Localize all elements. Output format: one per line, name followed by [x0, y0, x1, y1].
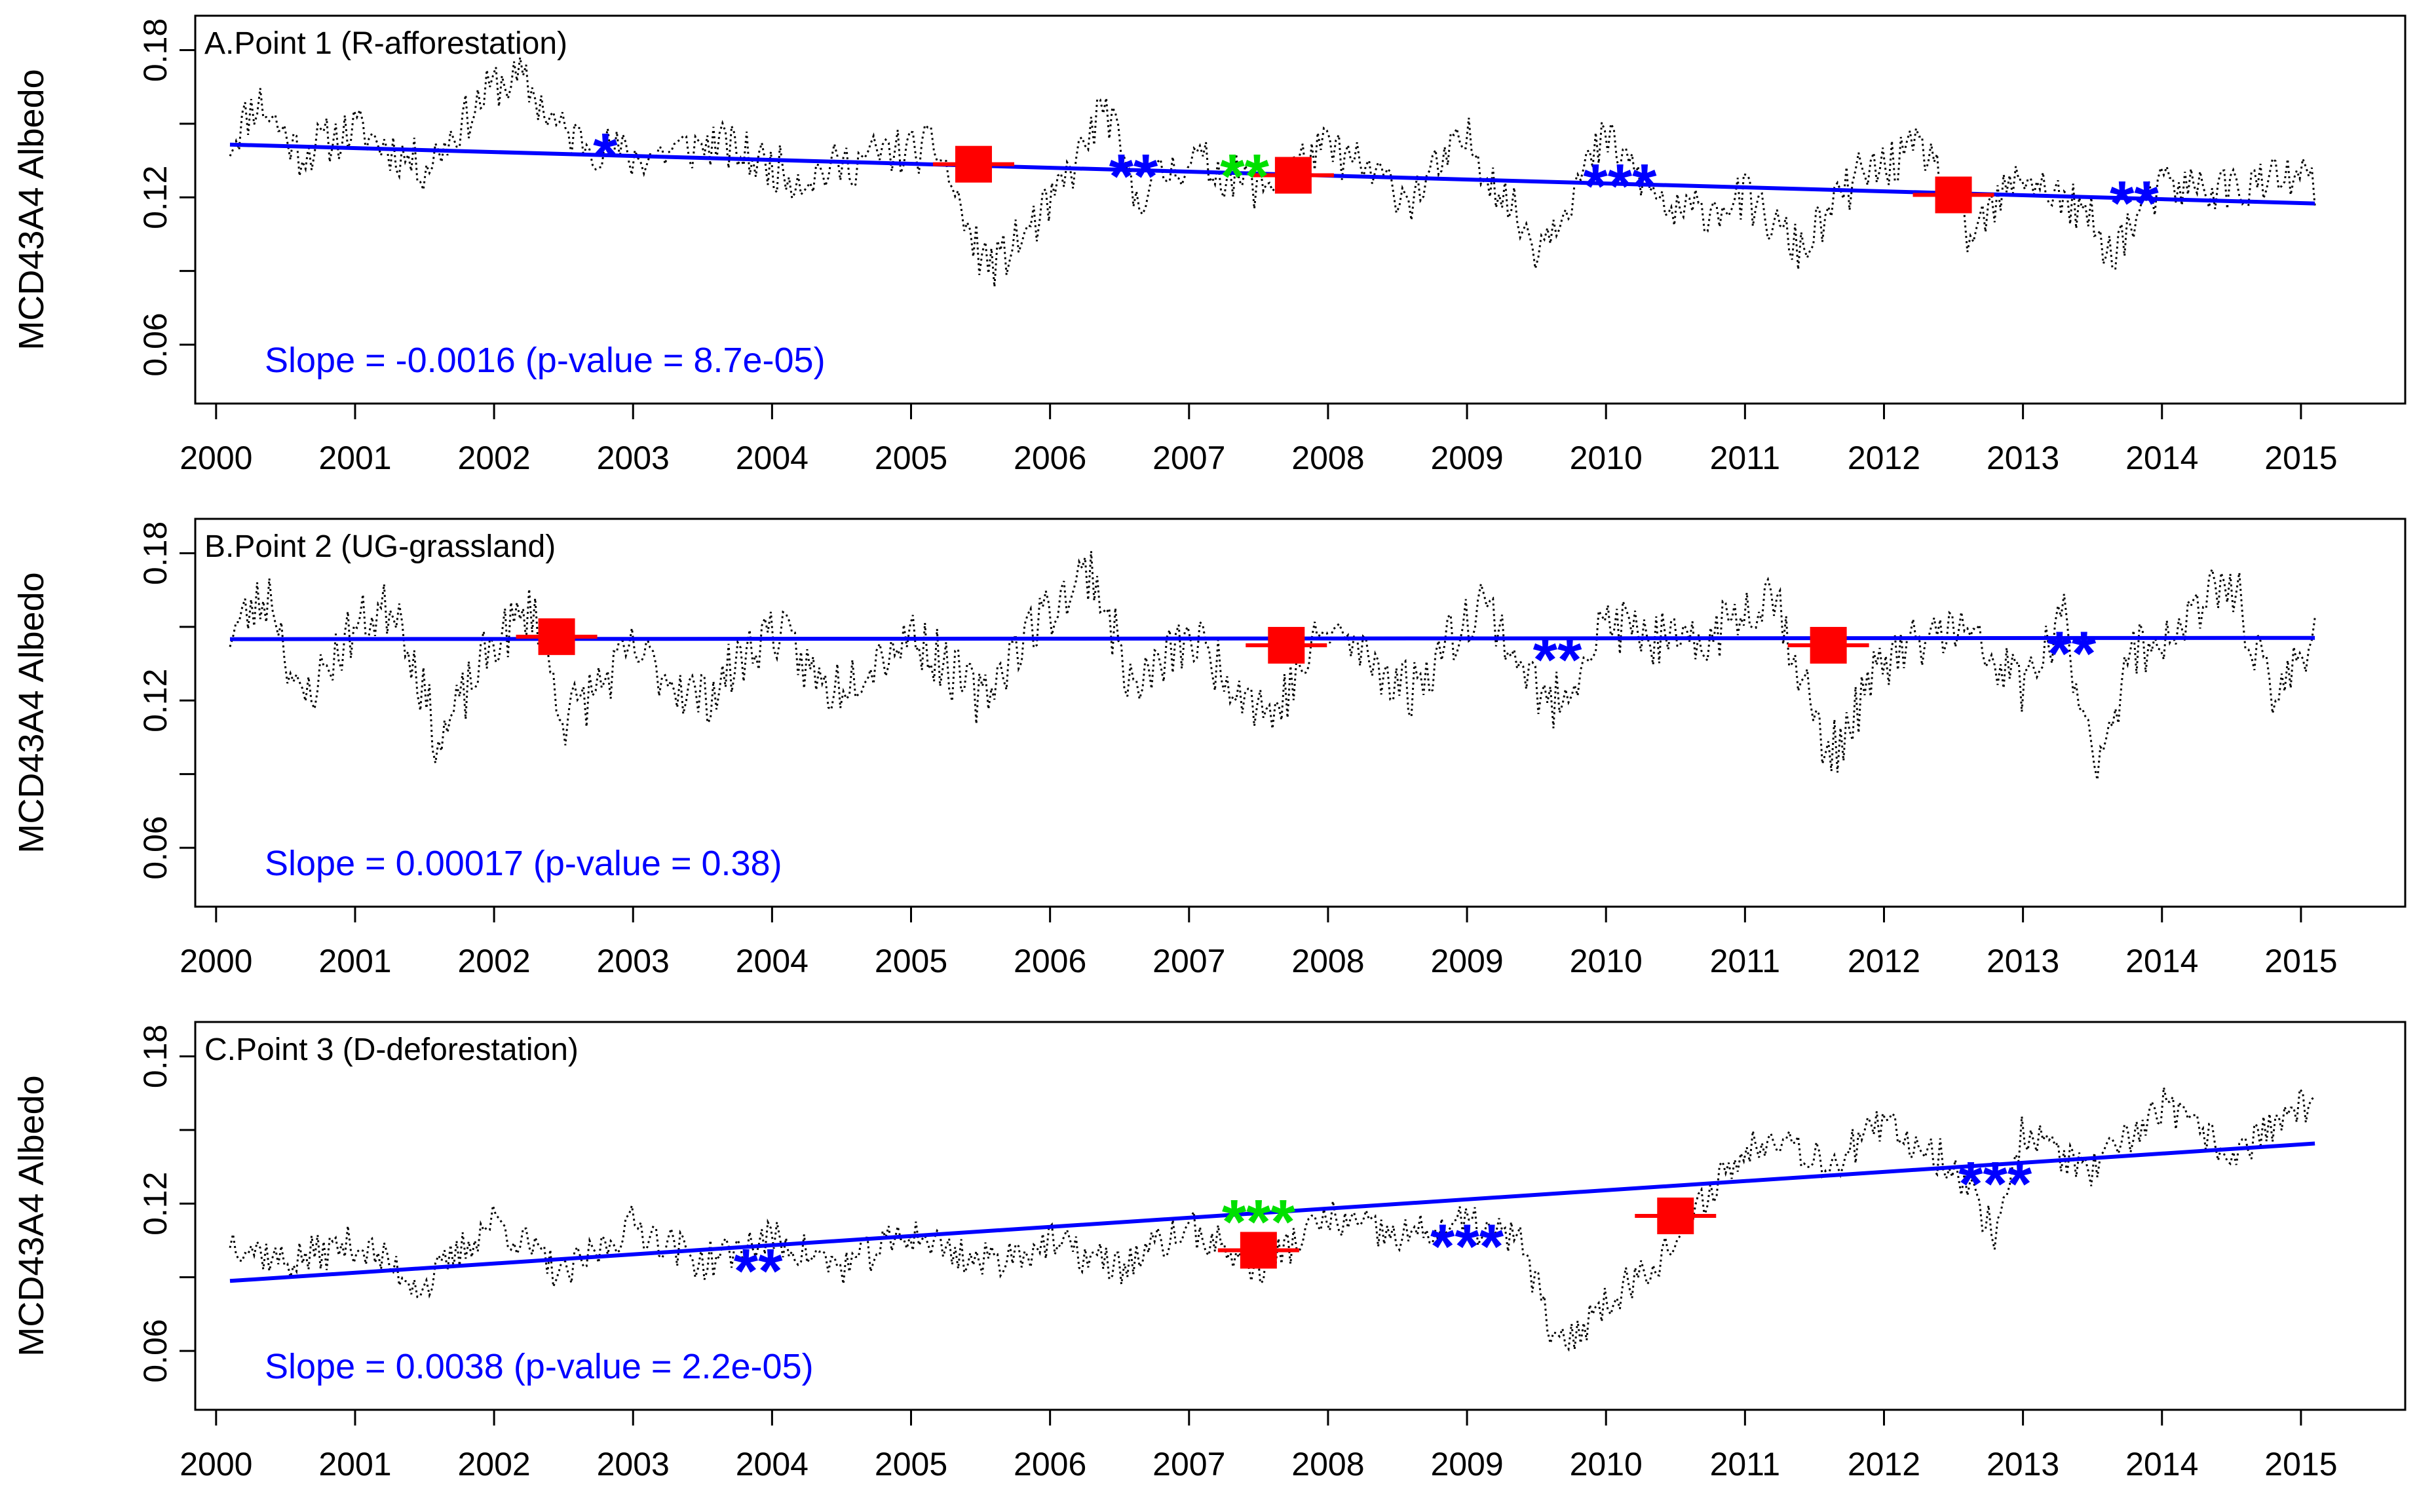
significance-stars: **: [2047, 619, 2097, 689]
x-tick-label: 2003: [597, 440, 670, 476]
x-tick-label: 2011: [1710, 943, 1781, 979]
x-tick-label: 2008: [1291, 440, 1364, 476]
x-tick-label: 2007: [1152, 440, 1225, 476]
x-tick-label: 2005: [875, 440, 947, 476]
x-tick-label: 2001: [318, 440, 391, 476]
breakpoint-marker: [1810, 626, 1847, 664]
x-tick-label: 2002: [457, 1446, 530, 1483]
x-tick-label: 2005: [875, 943, 947, 979]
y-tick-label: 0.18: [137, 521, 174, 585]
breakpoint-marker: [1240, 1232, 1277, 1269]
breakpoint-marker: [1657, 1198, 1694, 1234]
significance-stars: **: [2110, 168, 2159, 238]
panel-title: C.Point 3 (D-deforestation): [204, 1032, 579, 1067]
x-tick-label: 2005: [875, 1446, 947, 1483]
y-tick-label: 0.12: [137, 1172, 174, 1236]
x-tick-label: 2006: [1014, 1446, 1086, 1483]
x-tick-label: 2012: [1848, 943, 1920, 979]
breakpoint-marker: [1274, 157, 1312, 194]
y-axis-label: MCD43A4 Albedo: [12, 1075, 51, 1356]
x-tick-label: 2015: [2264, 943, 2337, 979]
x-tick-label: 2004: [736, 1446, 809, 1483]
y-axis-label: MCD43A4 Albedo: [12, 572, 51, 853]
albedo-series-line: [229, 551, 2316, 780]
x-tick-label: 2002: [457, 943, 530, 979]
x-tick-label: 2013: [1987, 943, 2059, 979]
plot-frame: [194, 14, 2407, 405]
y-axis-label: MCD43A4 Albedo: [12, 69, 51, 350]
x-tick-label: 2008: [1291, 1446, 1364, 1483]
plot-frame: [194, 518, 2407, 908]
panel-c: 0.06 0.12 0.18 MCD43A4 Albedo 2000 2001 2002 20…: [12, 1021, 2407, 1483]
x-tick-label: 2010: [1570, 440, 1643, 476]
significance-stars: *: [593, 121, 618, 191]
x-tick-label: 2012: [1848, 1446, 1920, 1483]
x-tick-label: 2014: [2125, 1446, 2198, 1483]
breakpoint-marker: [1935, 176, 1972, 214]
panel-b: 0.06 0.12 0.18 MCD43A4 Albedo 2000 2001 2002 20…: [12, 518, 2407, 979]
albedo-series-line: [229, 57, 2316, 288]
breakpoint-marker: [1268, 626, 1305, 664]
trend-line: [229, 1141, 2315, 1283]
x-tick-label: 2000: [180, 1446, 252, 1483]
panel-title: A.Point 1 (R-afforestation): [204, 26, 567, 61]
x-tick-label: 2009: [1430, 440, 1503, 476]
slope-label: Slope = 0.00017 (p-value = 0.38): [265, 844, 782, 883]
x-tick-label: 2010: [1570, 1446, 1643, 1483]
x-tick-label: 2001: [318, 1446, 391, 1483]
y-tick-label: 0.06: [137, 312, 174, 376]
x-tick-label: 2002: [457, 440, 530, 476]
significance-stars: **: [1533, 625, 1582, 695]
y-tick-label: 0.12: [137, 669, 174, 732]
x-tick-label: 2015: [2264, 1446, 2337, 1483]
x-tick-label: 2010: [1570, 943, 1643, 979]
y-tick-label: 0.06: [137, 1319, 174, 1382]
significance-stars: **: [1220, 142, 1269, 212]
y-tick-label: 0.12: [137, 166, 174, 229]
x-tick-label: 2004: [736, 943, 809, 979]
plot-frame: [194, 1021, 2407, 1411]
x-tick-label: 2007: [1152, 1446, 1225, 1483]
slope-label: Slope = -0.0016 (p-value = 8.7e-05): [265, 341, 826, 380]
x-tick-label: 2012: [1848, 440, 1920, 476]
x-tick-label: 2004: [736, 440, 809, 476]
x-tick-label: 2008: [1291, 943, 1364, 979]
x-tick-label: 2007: [1152, 943, 1225, 979]
breakpoint-marker: [955, 145, 992, 183]
significance-stars: ***: [1958, 1149, 2032, 1219]
x-tick-label: 2000: [180, 943, 252, 979]
significance-stars: **: [1109, 142, 1158, 212]
x-tick-label: 2009: [1430, 1446, 1503, 1483]
breakpoint-marker: [538, 618, 575, 655]
panel-title: B.Point 2 (UG-grassland): [204, 529, 556, 564]
x-tick-label: 2014: [2125, 440, 2198, 476]
x-tick-label: 2015: [2264, 440, 2337, 476]
x-tick-label: 2011: [1710, 440, 1781, 476]
x-tick-label: 2000: [180, 440, 252, 476]
x-tick-label: 2013: [1987, 1446, 2059, 1483]
significance-stars: ***: [1583, 151, 1657, 221]
x-tick-label: 2011: [1710, 1446, 1781, 1483]
significance-stars: ***: [1222, 1187, 1296, 1257]
x-tick-label: 2003: [597, 943, 670, 979]
significance-stars: **: [734, 1236, 783, 1306]
significance-stars: ***: [1430, 1211, 1504, 1281]
x-tick-label: 2009: [1430, 943, 1503, 979]
y-tick-label: 0.06: [137, 816, 174, 879]
slope-label: Slope = 0.0038 (p-value = 2.2e-05): [265, 1347, 814, 1386]
y-tick-label: 0.18: [137, 18, 174, 82]
x-tick-label: 2003: [597, 1446, 670, 1483]
x-tick-label: 2014: [2125, 943, 2198, 979]
panel-a: 0.06 0.12 0.18 MCD43A4 Albedo 2000 2001 2002 20…: [12, 14, 2407, 476]
x-tick-label: 2006: [1014, 943, 1086, 979]
x-tick-label: 2006: [1014, 440, 1086, 476]
x-tick-label: 2001: [318, 943, 391, 979]
x-tick-label: 2013: [1987, 440, 2059, 476]
y-tick-label: 0.18: [137, 1025, 174, 1088]
